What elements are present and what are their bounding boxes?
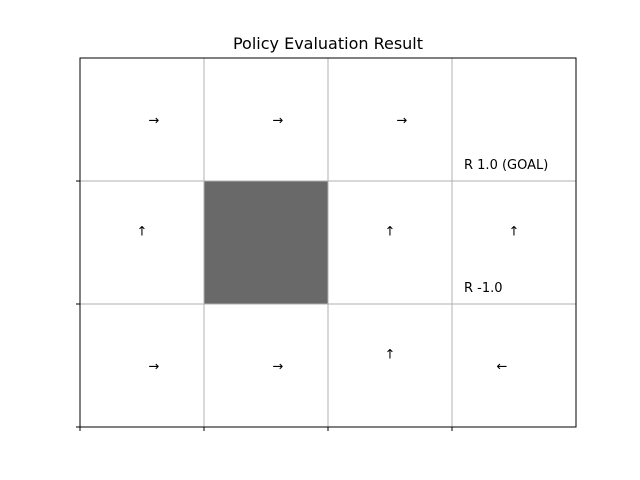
- wall-cell: [204, 181, 328, 304]
- policy-arrow: →: [273, 360, 284, 375]
- grid-cell: [328, 181, 452, 304]
- grid-cell: [204, 304, 328, 427]
- policy-arrow: ↑: [137, 225, 148, 240]
- policy-arrow: →: [397, 114, 408, 129]
- grid-cell: [452, 181, 576, 304]
- grid-cells: [80, 58, 576, 427]
- grid-cell: [452, 304, 576, 427]
- reward-label: R -1.0: [464, 281, 503, 296]
- policy-arrow: ↑: [385, 348, 396, 363]
- policy-arrows: → → → ↑ ↑ ↑ → → ↑ ←: [137, 114, 520, 375]
- reward-labels: R 1.0 (GOAL) R -1.0: [464, 158, 548, 296]
- policy-arrow: ↑: [509, 225, 520, 240]
- grid-cell: [328, 304, 452, 427]
- chart-title: Policy Evaluation Result: [233, 34, 423, 53]
- grid-cell: [452, 58, 576, 181]
- policy-arrow: ←: [497, 360, 508, 375]
- policy-arrow: →: [273, 114, 284, 129]
- plot-frame: [79, 57, 577, 428]
- policy-arrow: ↑: [385, 225, 396, 240]
- policy-arrow: →: [149, 114, 160, 129]
- policy-arrow: →: [149, 360, 160, 375]
- reward-label: R 1.0 (GOAL): [464, 158, 548, 173]
- grid-cell: [328, 58, 452, 181]
- grid-cell: [204, 58, 328, 181]
- axis-ticks: [76, 180, 453, 431]
- grid-cell: [80, 58, 204, 181]
- grid-cell: [80, 181, 204, 304]
- grid-cell: [80, 304, 204, 427]
- grid-lines: [80, 58, 576, 427]
